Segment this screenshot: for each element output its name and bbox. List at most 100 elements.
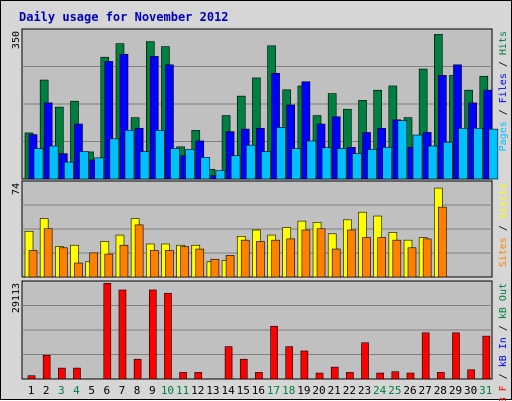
bar [330,366,339,380]
bar [230,155,241,180]
bar [27,375,36,380]
day-label: 29 [449,384,462,397]
bar [149,250,159,278]
bar [42,354,51,380]
day-label: 30 [464,384,477,397]
bar [286,104,296,180]
panel-title-segment: kB Out [498,283,509,319]
day-label: 15 [237,384,250,397]
bar [64,161,74,180]
bar [133,358,142,380]
bar [473,127,483,180]
panels-layer [21,28,499,380]
bar [321,147,332,180]
bar [48,145,59,180]
panel-title-segment: / [498,103,509,121]
series-kb-f [27,283,491,380]
bar [74,262,83,278]
bar [195,248,205,278]
panel-title-segment: Sites [498,237,509,267]
bar [352,153,362,180]
bar [406,372,415,380]
bar [43,228,53,278]
series-files [28,53,493,180]
bar [200,157,211,180]
day-label: 25 [388,384,401,397]
bar [59,247,68,278]
bar [336,148,347,180]
bar [245,144,256,180]
bar [103,283,112,380]
bar [104,61,114,180]
panel-title-segment: / [498,219,509,237]
bar [165,250,174,278]
bar [361,342,369,380]
day-label: 31 [479,384,492,397]
panel-title-bottom: kB F / kB In / kB Out [498,283,509,401]
bar [397,120,408,180]
bar [255,372,263,380]
bar [331,116,341,180]
panel-title-segment: Visits [498,183,509,219]
panel-title-middle: Sites / Visits [498,183,509,267]
bar [94,157,104,180]
bar [79,151,89,180]
bar [124,130,135,180]
bar [407,247,417,278]
bar [270,325,278,380]
day-label: 19 [297,384,310,397]
day-label: 24 [373,384,387,397]
series-sites [28,206,447,278]
day-label: 13 [206,384,219,397]
bar [28,250,38,278]
day-label: 14 [221,384,235,397]
bar [224,346,233,380]
bar [347,229,356,278]
bar [367,149,377,180]
bar [215,170,226,180]
day-label: 27 [419,384,432,397]
panel-title-segment: / [498,319,509,337]
bar [391,371,400,380]
day-label: 16 [252,384,265,397]
axis-max-label: 29113 [11,283,22,313]
day-label: 11 [176,384,189,397]
day-label: 23 [358,384,371,397]
bar [453,64,462,180]
panel-title-segment: Pages [498,121,509,151]
day-label: 21 [328,384,341,397]
panel-title-segment: / [498,367,509,385]
bar [179,372,187,380]
day-label: 10 [161,384,174,397]
bar [482,335,491,380]
bar [118,289,127,380]
bar [164,292,172,380]
bar [467,369,475,380]
panel-middle [21,180,493,278]
chart-title: Daily usage for November 2012 [19,10,229,24]
bar [109,138,120,180]
bar [300,350,309,380]
day-label: 1 [28,384,35,397]
bar [291,148,302,180]
day-label: 5 [88,384,95,397]
bar [421,332,430,380]
day-label: 18 [282,384,295,397]
bar [43,102,53,180]
bar [306,140,317,180]
panel-title-segment: / [498,55,509,73]
day-label: 12 [191,384,204,397]
bar [443,141,453,180]
day-label: 4 [73,384,80,397]
day-label: 8 [134,384,141,397]
bar [225,255,235,278]
bar [301,81,311,180]
bar [346,372,354,380]
day-label: 28 [434,384,447,397]
bar [271,239,280,278]
axis-max-label: 350 [11,31,22,49]
series-pages [33,120,499,180]
bar [271,72,280,180]
bar [301,229,311,278]
